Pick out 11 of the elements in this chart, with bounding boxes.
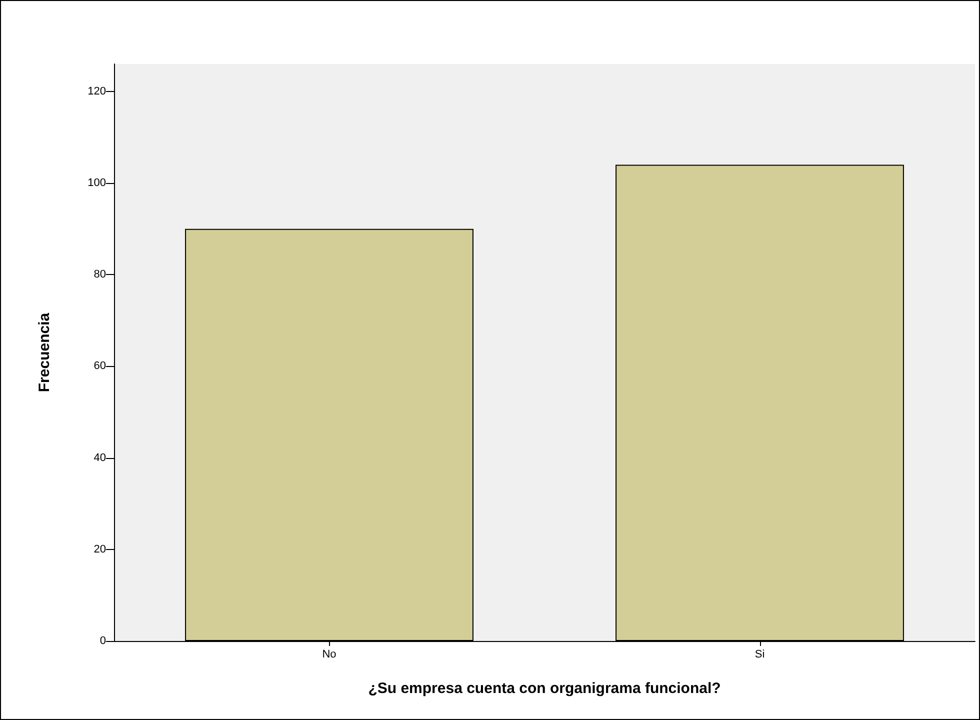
x-tick-label: No	[322, 648, 336, 660]
y-tick-label: 0	[100, 635, 106, 647]
y-tick-label: 100	[88, 177, 106, 190]
y-tick-label: 60	[94, 360, 106, 372]
x-tick-label: Si	[754, 648, 765, 660]
y-tick-label: 120	[88, 85, 106, 98]
y-tick-label: 80	[94, 268, 106, 281]
x-axis-title: ¿Su empresa cuenta con organigrama funcional?	[368, 680, 721, 697]
y-tick-label: 20	[94, 543, 106, 556]
y-tick-label: 40	[94, 452, 106, 464]
y-axis-title: Frecuencia	[36, 312, 53, 392]
